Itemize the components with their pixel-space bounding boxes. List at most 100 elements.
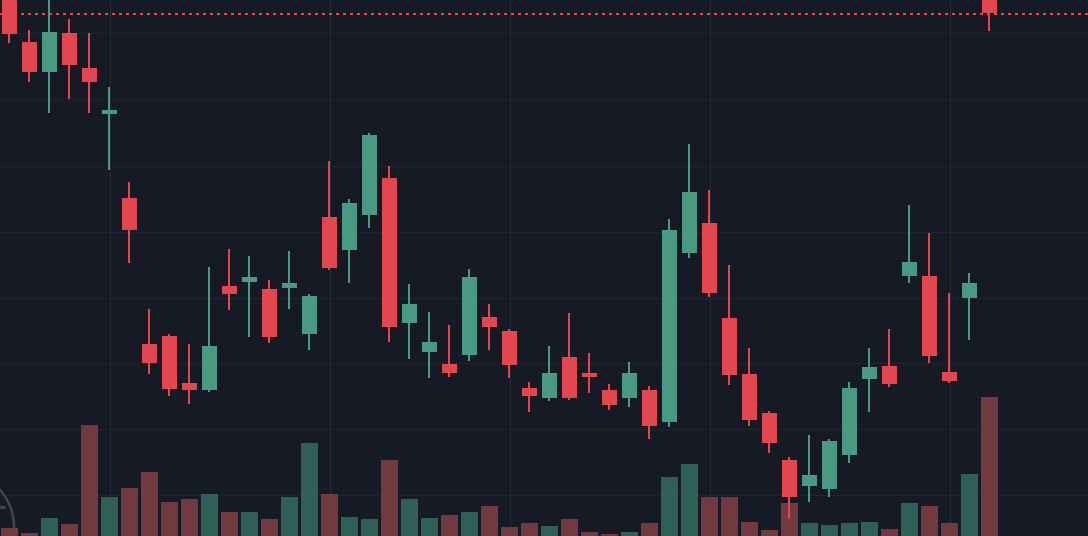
volume-bar xyxy=(481,506,498,536)
volume-bar xyxy=(601,534,618,536)
candle-body xyxy=(182,383,197,390)
volume-bar xyxy=(581,532,598,536)
candle-wick xyxy=(328,161,330,270)
v-gridline xyxy=(330,0,331,536)
candle-body xyxy=(902,262,917,276)
candle-wick xyxy=(968,273,970,340)
volume-bar xyxy=(721,497,738,536)
volume-bar xyxy=(901,503,918,536)
h-gridline xyxy=(0,33,1088,34)
volume-bar xyxy=(641,523,658,536)
h-gridline xyxy=(0,495,1088,496)
candle-body xyxy=(702,223,717,293)
h-gridline xyxy=(0,166,1088,167)
candle-wick xyxy=(248,256,250,337)
volume-bar xyxy=(81,425,98,536)
volume-bar xyxy=(881,529,898,536)
volume-bar xyxy=(561,519,578,536)
h-gridline xyxy=(0,429,1088,430)
candle-body xyxy=(342,203,357,250)
watermark-logo-icon xyxy=(0,488,16,536)
candle-body xyxy=(802,475,817,486)
volume-bar xyxy=(681,464,698,536)
candle-wick xyxy=(908,205,910,283)
candle-body xyxy=(382,178,397,327)
volume-bar xyxy=(441,515,458,536)
volume-bar xyxy=(701,497,718,536)
candle-body xyxy=(322,217,337,268)
candle-body xyxy=(22,42,37,72)
volume-bar xyxy=(61,524,78,536)
candle-body xyxy=(562,357,577,398)
volume-bar xyxy=(941,523,958,536)
volume-bar xyxy=(401,499,418,536)
last-price-dotted-line xyxy=(0,13,1088,15)
candle-body xyxy=(62,33,77,65)
candle-body xyxy=(522,388,537,396)
volume-bar xyxy=(241,512,258,536)
candle-wick xyxy=(448,325,450,377)
volume-bar xyxy=(181,499,198,536)
volume-bar xyxy=(261,519,278,536)
volume-bar xyxy=(221,512,238,536)
candle-wick xyxy=(108,87,110,170)
volume-bar xyxy=(801,523,818,536)
volume-bar xyxy=(41,518,58,536)
candle-body xyxy=(202,346,217,390)
candle-body xyxy=(362,135,377,215)
volume-bar xyxy=(501,527,518,536)
v-gridline xyxy=(950,0,951,536)
candle-wick xyxy=(888,329,890,387)
candle-wick xyxy=(228,249,230,310)
candle-wick xyxy=(948,293,950,383)
volume-bar xyxy=(761,530,778,536)
candle-body xyxy=(442,364,457,373)
volume-bar xyxy=(141,472,158,536)
candle-body xyxy=(862,367,877,379)
volume-bar xyxy=(101,497,118,536)
volume-bar xyxy=(961,474,978,536)
candle-wick xyxy=(808,435,810,502)
candle-wick xyxy=(288,251,290,309)
volume-bar xyxy=(201,494,218,536)
candle-body xyxy=(582,373,597,377)
candle-body xyxy=(662,230,677,422)
candle-body xyxy=(622,373,637,398)
candle-body xyxy=(882,366,897,384)
v-gridline xyxy=(510,0,511,536)
candle-body xyxy=(722,318,737,375)
volume-bar xyxy=(661,477,678,536)
volume-bar xyxy=(421,518,438,536)
candle-body xyxy=(462,277,477,355)
candle-body xyxy=(82,68,97,82)
candle-body xyxy=(782,460,797,497)
volume-bar xyxy=(541,526,558,536)
candle-body xyxy=(222,286,237,294)
candle-body xyxy=(2,0,17,34)
volume-bar xyxy=(161,502,178,536)
candle-body xyxy=(742,374,757,420)
candle-wick xyxy=(868,348,870,412)
candle-body xyxy=(762,413,777,443)
candle-body xyxy=(142,344,157,363)
volume-bar xyxy=(321,494,338,536)
h-gridline xyxy=(0,232,1088,233)
candle-body xyxy=(642,390,657,426)
candle-body xyxy=(262,289,277,337)
candle-wick xyxy=(988,0,990,31)
h-gridline xyxy=(0,363,1088,364)
candle-wick xyxy=(188,344,190,404)
volume-bar xyxy=(981,397,998,536)
candle-body xyxy=(602,390,617,405)
volume-bar xyxy=(781,503,798,536)
candle-body xyxy=(922,276,937,356)
candle-body xyxy=(282,283,297,288)
candle-body xyxy=(542,373,557,398)
h-gridline xyxy=(0,298,1088,299)
v-gridline xyxy=(110,0,111,536)
candle-body xyxy=(942,372,957,381)
volume-bar xyxy=(341,517,358,536)
